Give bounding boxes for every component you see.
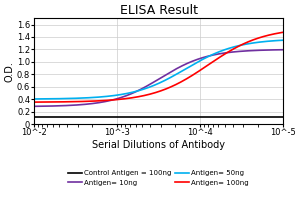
Legend: Control Antigen = 100ng, Antigen= 10ng, Antigen= 50ng, Antigen= 100ng: Control Antigen = 100ng, Antigen= 10ng, … (66, 168, 252, 189)
Title: ELISA Result: ELISA Result (120, 4, 198, 17)
Y-axis label: O.D.: O.D. (4, 61, 14, 82)
X-axis label: Serial Dilutions of Antibody: Serial Dilutions of Antibody (92, 140, 225, 150)
